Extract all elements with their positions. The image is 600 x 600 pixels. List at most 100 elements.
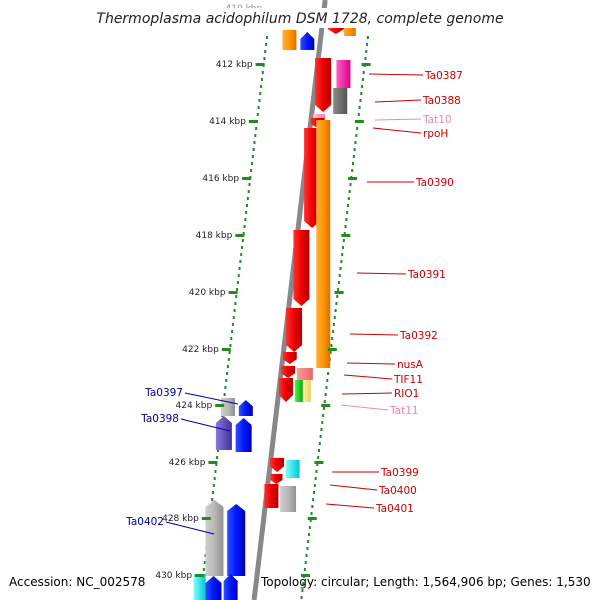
tick-label: 416 kbp — [202, 174, 239, 184]
frame-dot-left — [224, 386, 227, 389]
frame-dot-right — [356, 127, 359, 130]
frame-dot-right — [329, 351, 332, 354]
gene-ta0401-grey — [280, 486, 297, 512]
genome-summary-text: Topology: circular; Length: 1,564,906 bp… — [260, 575, 591, 589]
frame-dot-left — [214, 470, 217, 473]
frame-dot-left — [231, 323, 234, 326]
tick-label: 414 kbp — [209, 117, 246, 127]
frame-dot-left — [211, 498, 214, 501]
frame-dot-right — [344, 225, 347, 228]
frame-dot-left — [239, 260, 242, 263]
gene-label-ta0392[interactable]: Ta0392 — [399, 330, 438, 342]
frame-dot-right — [345, 218, 348, 221]
frame-dot-left — [240, 253, 243, 256]
label-connector — [368, 73, 424, 76]
frame-dot-right — [325, 386, 328, 389]
gene-label-rpoh[interactable]: rpoH — [423, 128, 448, 140]
label-connector — [374, 118, 422, 121]
frame-dot-right — [320, 428, 323, 431]
frame-dot-right — [321, 421, 324, 424]
gene-bottom-cyan — [193, 574, 206, 600]
frame-dot-left — [250, 162, 253, 165]
tick-mark-left — [255, 63, 265, 66]
frame-dot-left — [241, 246, 244, 249]
frame-dot-left — [255, 127, 258, 130]
frame-dot-right — [346, 211, 349, 214]
frame-dot-left — [234, 302, 237, 305]
frame-dot-right — [330, 344, 333, 347]
gene-label-ta0401[interactable]: Ta0401 — [375, 503, 414, 515]
tick-mark-left — [235, 234, 245, 237]
tick-mark-right — [348, 177, 358, 180]
gene-label-ta0398[interactable]: Ta0398 — [140, 413, 179, 425]
frame-dot-right — [322, 407, 325, 410]
gene-label-ta0387[interactable]: Ta0387 — [424, 70, 463, 82]
frame-dot-left — [257, 106, 260, 109]
frame-dot-right — [318, 442, 321, 445]
gene-label-ta0402[interactable]: Ta0402 — [125, 516, 164, 528]
frame-dot-left — [238, 267, 241, 270]
gene-rio1-red — [278, 378, 293, 402]
frame-dot-right — [323, 400, 326, 403]
frame-dot-left — [245, 211, 248, 214]
frame-dot-left — [246, 204, 249, 207]
frame-dot-left — [248, 183, 251, 186]
gene-ta0391-red — [293, 230, 310, 306]
gene-label-nusa[interactable]: nusA — [397, 359, 424, 371]
frame-dot-right — [365, 50, 368, 53]
frame-dot-right — [337, 281, 340, 284]
tick-label: 424 kbp — [176, 401, 213, 411]
frame-dot-right — [338, 274, 341, 277]
frame-dot-left — [256, 113, 259, 116]
frame-dot-right — [351, 169, 354, 172]
frame-dot-left — [260, 85, 263, 88]
tick-mark-left — [208, 461, 218, 464]
label-connector — [349, 333, 399, 336]
tick-label: 412 kbp — [216, 60, 253, 70]
frame-dot-right — [336, 295, 339, 298]
tick-label: 428 kbp — [162, 514, 199, 524]
label-connector — [180, 418, 231, 432]
gene-label-rio1[interactable]: RIO1 — [394, 388, 419, 400]
frame-dot-left — [265, 36, 268, 39]
accession-text: Accession: NC_002578 — [9, 575, 145, 589]
gene-label-tif11[interactable]: TIF11 — [393, 374, 423, 386]
frame-dot-right — [319, 435, 322, 438]
tick-label: 418 kbp — [196, 231, 233, 241]
frame-dot-left — [212, 484, 215, 487]
gene-ta0402-grey — [205, 500, 224, 576]
gene-label-ta0391[interactable]: Ta0391 — [407, 269, 446, 281]
frame-dot-right — [326, 379, 329, 382]
frame-dot-right — [308, 533, 311, 536]
frame-dot-right — [362, 71, 365, 74]
frame-dot-right — [313, 484, 316, 487]
frame-dot-right — [322, 414, 325, 417]
gene-label-ta0388[interactable]: Ta0388 — [422, 95, 461, 107]
gene-label-ta0397[interactable]: Ta0397 — [144, 387, 183, 399]
frame-dot-right — [324, 393, 327, 396]
frame-dot-right — [335, 302, 338, 305]
tick-mark-left — [242, 177, 252, 180]
frame-dot-left — [212, 491, 215, 494]
gene-red-416 — [304, 128, 321, 228]
frame-dot-right — [337, 288, 340, 291]
frame-dot-right — [361, 78, 364, 81]
tick-mark-left — [221, 348, 231, 351]
gene-label-tat11[interactable]: Tat11 — [389, 405, 419, 417]
gene-ta0388-grey — [333, 88, 348, 114]
frame-dot-right — [349, 183, 352, 186]
tick-mark-right — [354, 120, 364, 123]
gene-label-tat10[interactable]: Tat10 — [422, 114, 452, 126]
frame-dot-right — [358, 106, 361, 109]
frame-dot-right — [342, 246, 345, 249]
label-connector — [372, 127, 422, 134]
frame-dot-right — [312, 498, 315, 501]
frame-dot-right — [359, 99, 362, 102]
gene-label-ta0399[interactable]: Ta0399 — [380, 467, 419, 479]
gene-label-ta0390[interactable]: Ta0390 — [415, 177, 454, 189]
gene-label-ta0400[interactable]: Ta0400 — [378, 485, 417, 497]
tick-label: 420 kbp — [189, 288, 226, 298]
map-title: Thermoplasma acidophilum DSM 1728, compl… — [96, 11, 503, 27]
tick-mark-right — [321, 404, 331, 407]
frame-dot-left — [202, 568, 205, 571]
